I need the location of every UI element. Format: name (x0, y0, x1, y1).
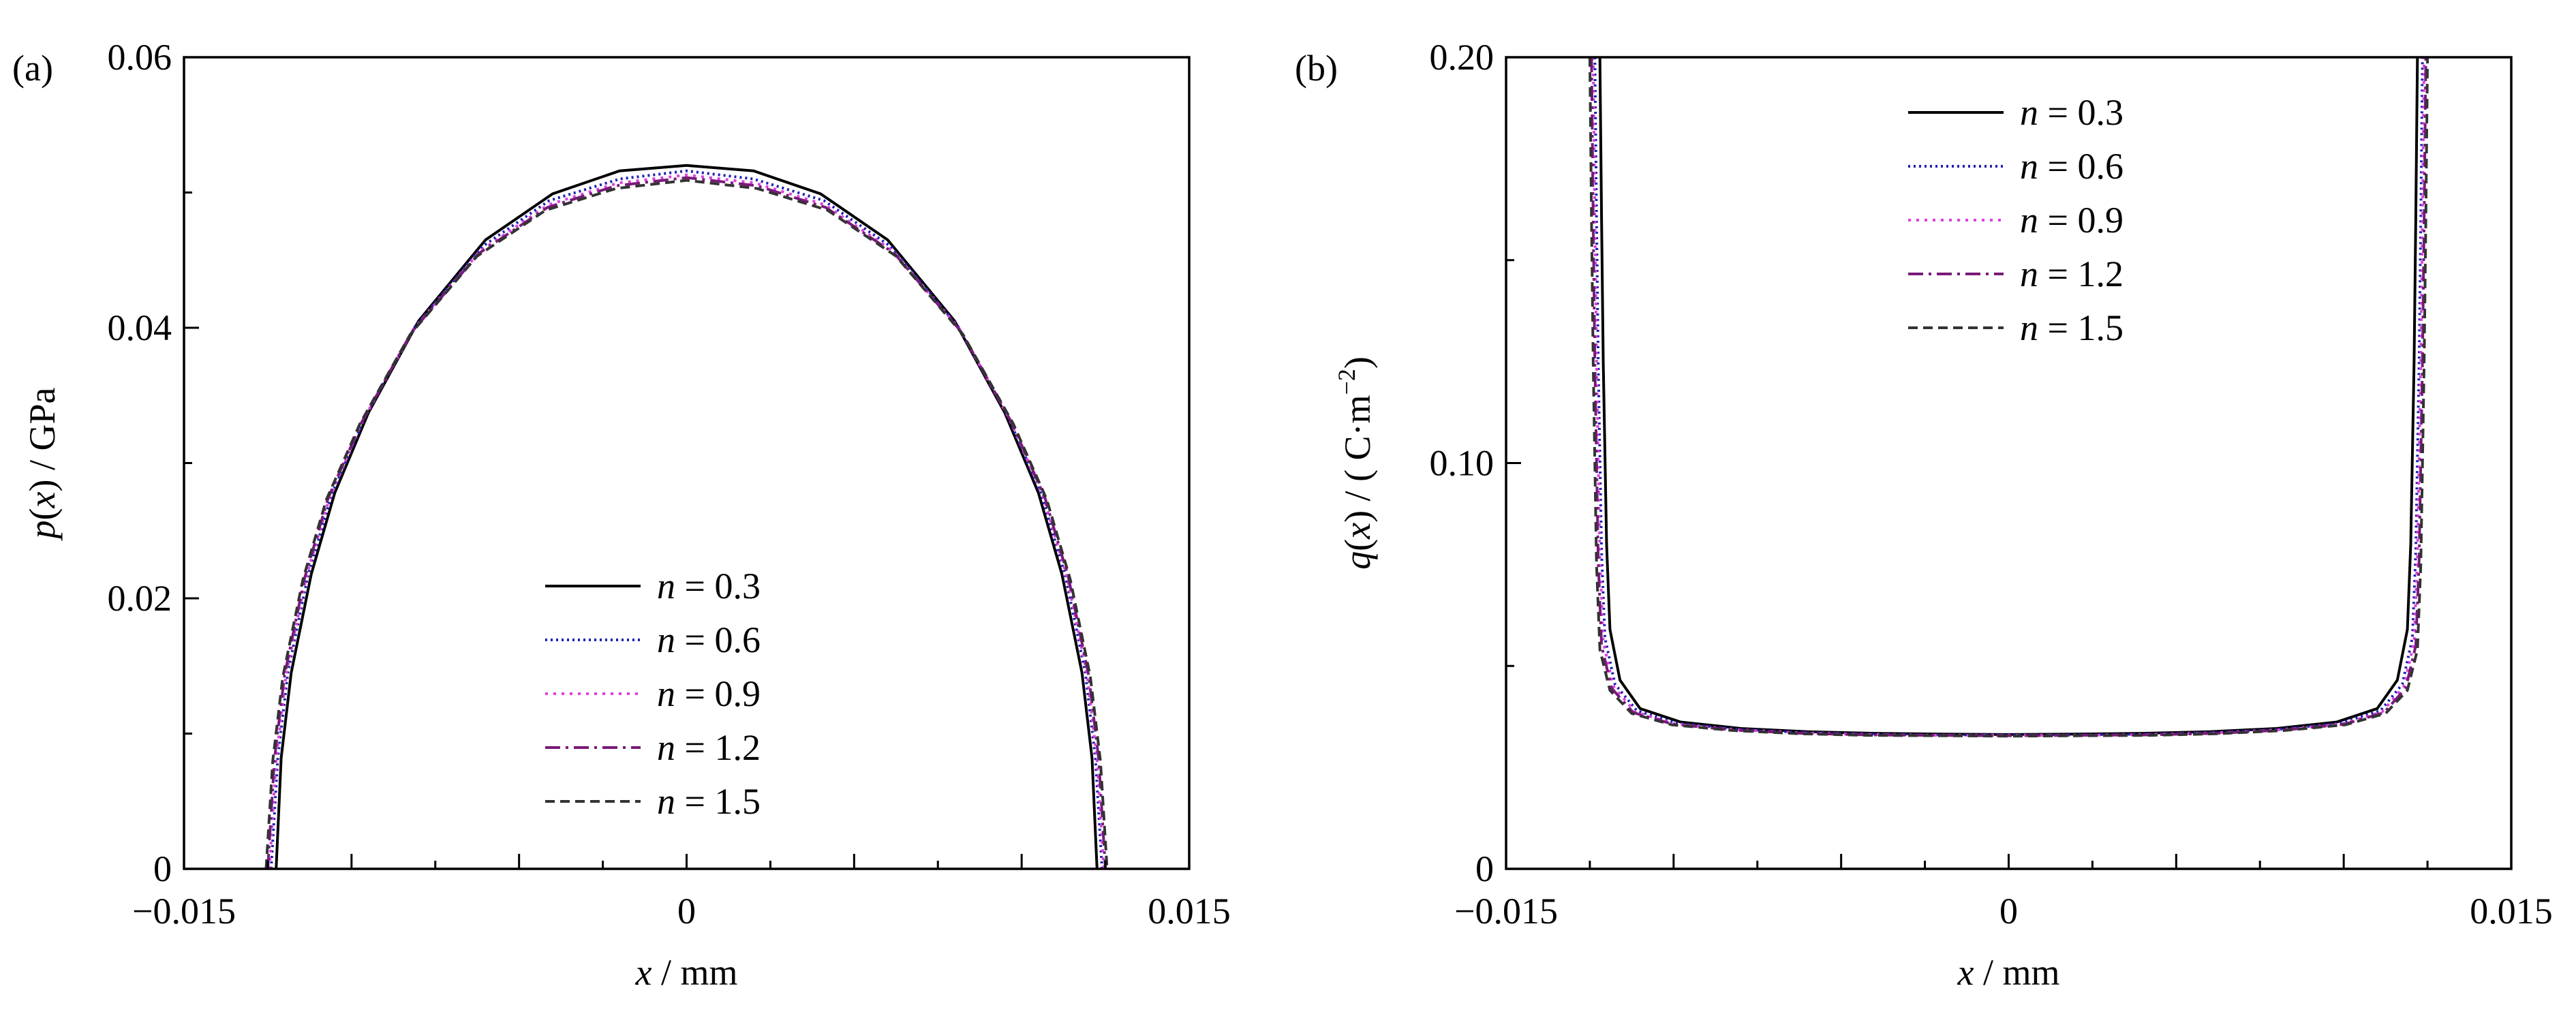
series-line-n-0-9 (268, 173, 1105, 869)
legend: n = 0.3 n = 0.6 n = 0.9 n = 1.2 n = 1.5 (1908, 92, 2123, 348)
x-tick-label: −0.015 (132, 891, 236, 932)
series-line-n-1-5 (1588, 57, 2429, 738)
legend-entry: n = 0.9 (657, 673, 761, 714)
x-tick-label: −0.015 (1454, 891, 1558, 932)
panel-label: (a) (12, 48, 53, 89)
series-line-n-1-2 (1590, 57, 2427, 737)
legend-entry: n = 1.5 (657, 781, 761, 822)
y-axis-label: p(x) / GPa (22, 387, 63, 541)
legend-entry: n = 0.6 (2020, 146, 2123, 187)
y-tick-label: 0.10 (1430, 443, 1494, 484)
series-line-n-0-9 (1591, 57, 2426, 737)
y-tick-label: 0.02 (108, 578, 172, 619)
x-tick-label: 0 (677, 891, 696, 932)
plot-frame (1505, 56, 2513, 870)
legend-entry: n = 0.9 (2020, 200, 2123, 241)
x-axis-label: x / mm (635, 952, 738, 993)
y-axis-label: q(x) / ( C·m−2) (1333, 356, 1378, 570)
legend-entry: n = 1.5 (2020, 307, 2123, 348)
y-tick-label: 0.20 (1430, 37, 1494, 78)
legend-entry: n = 0.6 (657, 619, 761, 660)
series-line-n-0-3 (1598, 57, 2419, 736)
legend-entry: n = 1.2 (657, 727, 761, 768)
series-line-n-0-3 (275, 164, 1099, 869)
y-tick-label: 0 (1475, 848, 1494, 889)
series-line-n-0-6 (1593, 57, 2424, 737)
series-line-n-0-6 (269, 169, 1104, 869)
y-tick-label: 0 (153, 848, 172, 889)
x-tick-label: 0.015 (2470, 891, 2553, 932)
legend-entry: n = 1.2 (2020, 253, 2123, 294)
x-tick-label: 0.015 (1148, 891, 1231, 932)
y-tick-label: 0.04 (108, 307, 172, 348)
x-axis-label: x / mm (1957, 952, 2060, 993)
x-tick-label: 0 (1999, 891, 2018, 932)
panel-label: (b) (1295, 48, 1338, 89)
y-tick-label: 0.06 (108, 37, 172, 78)
series-line-n-1-5 (264, 179, 1109, 869)
legend-entry: n = 0.3 (657, 566, 761, 606)
legend: n = 0.3 n = 0.6 n = 0.9 n = 1.2 n = 1.5 (545, 566, 761, 822)
legend-entry: n = 0.3 (2020, 92, 2123, 133)
